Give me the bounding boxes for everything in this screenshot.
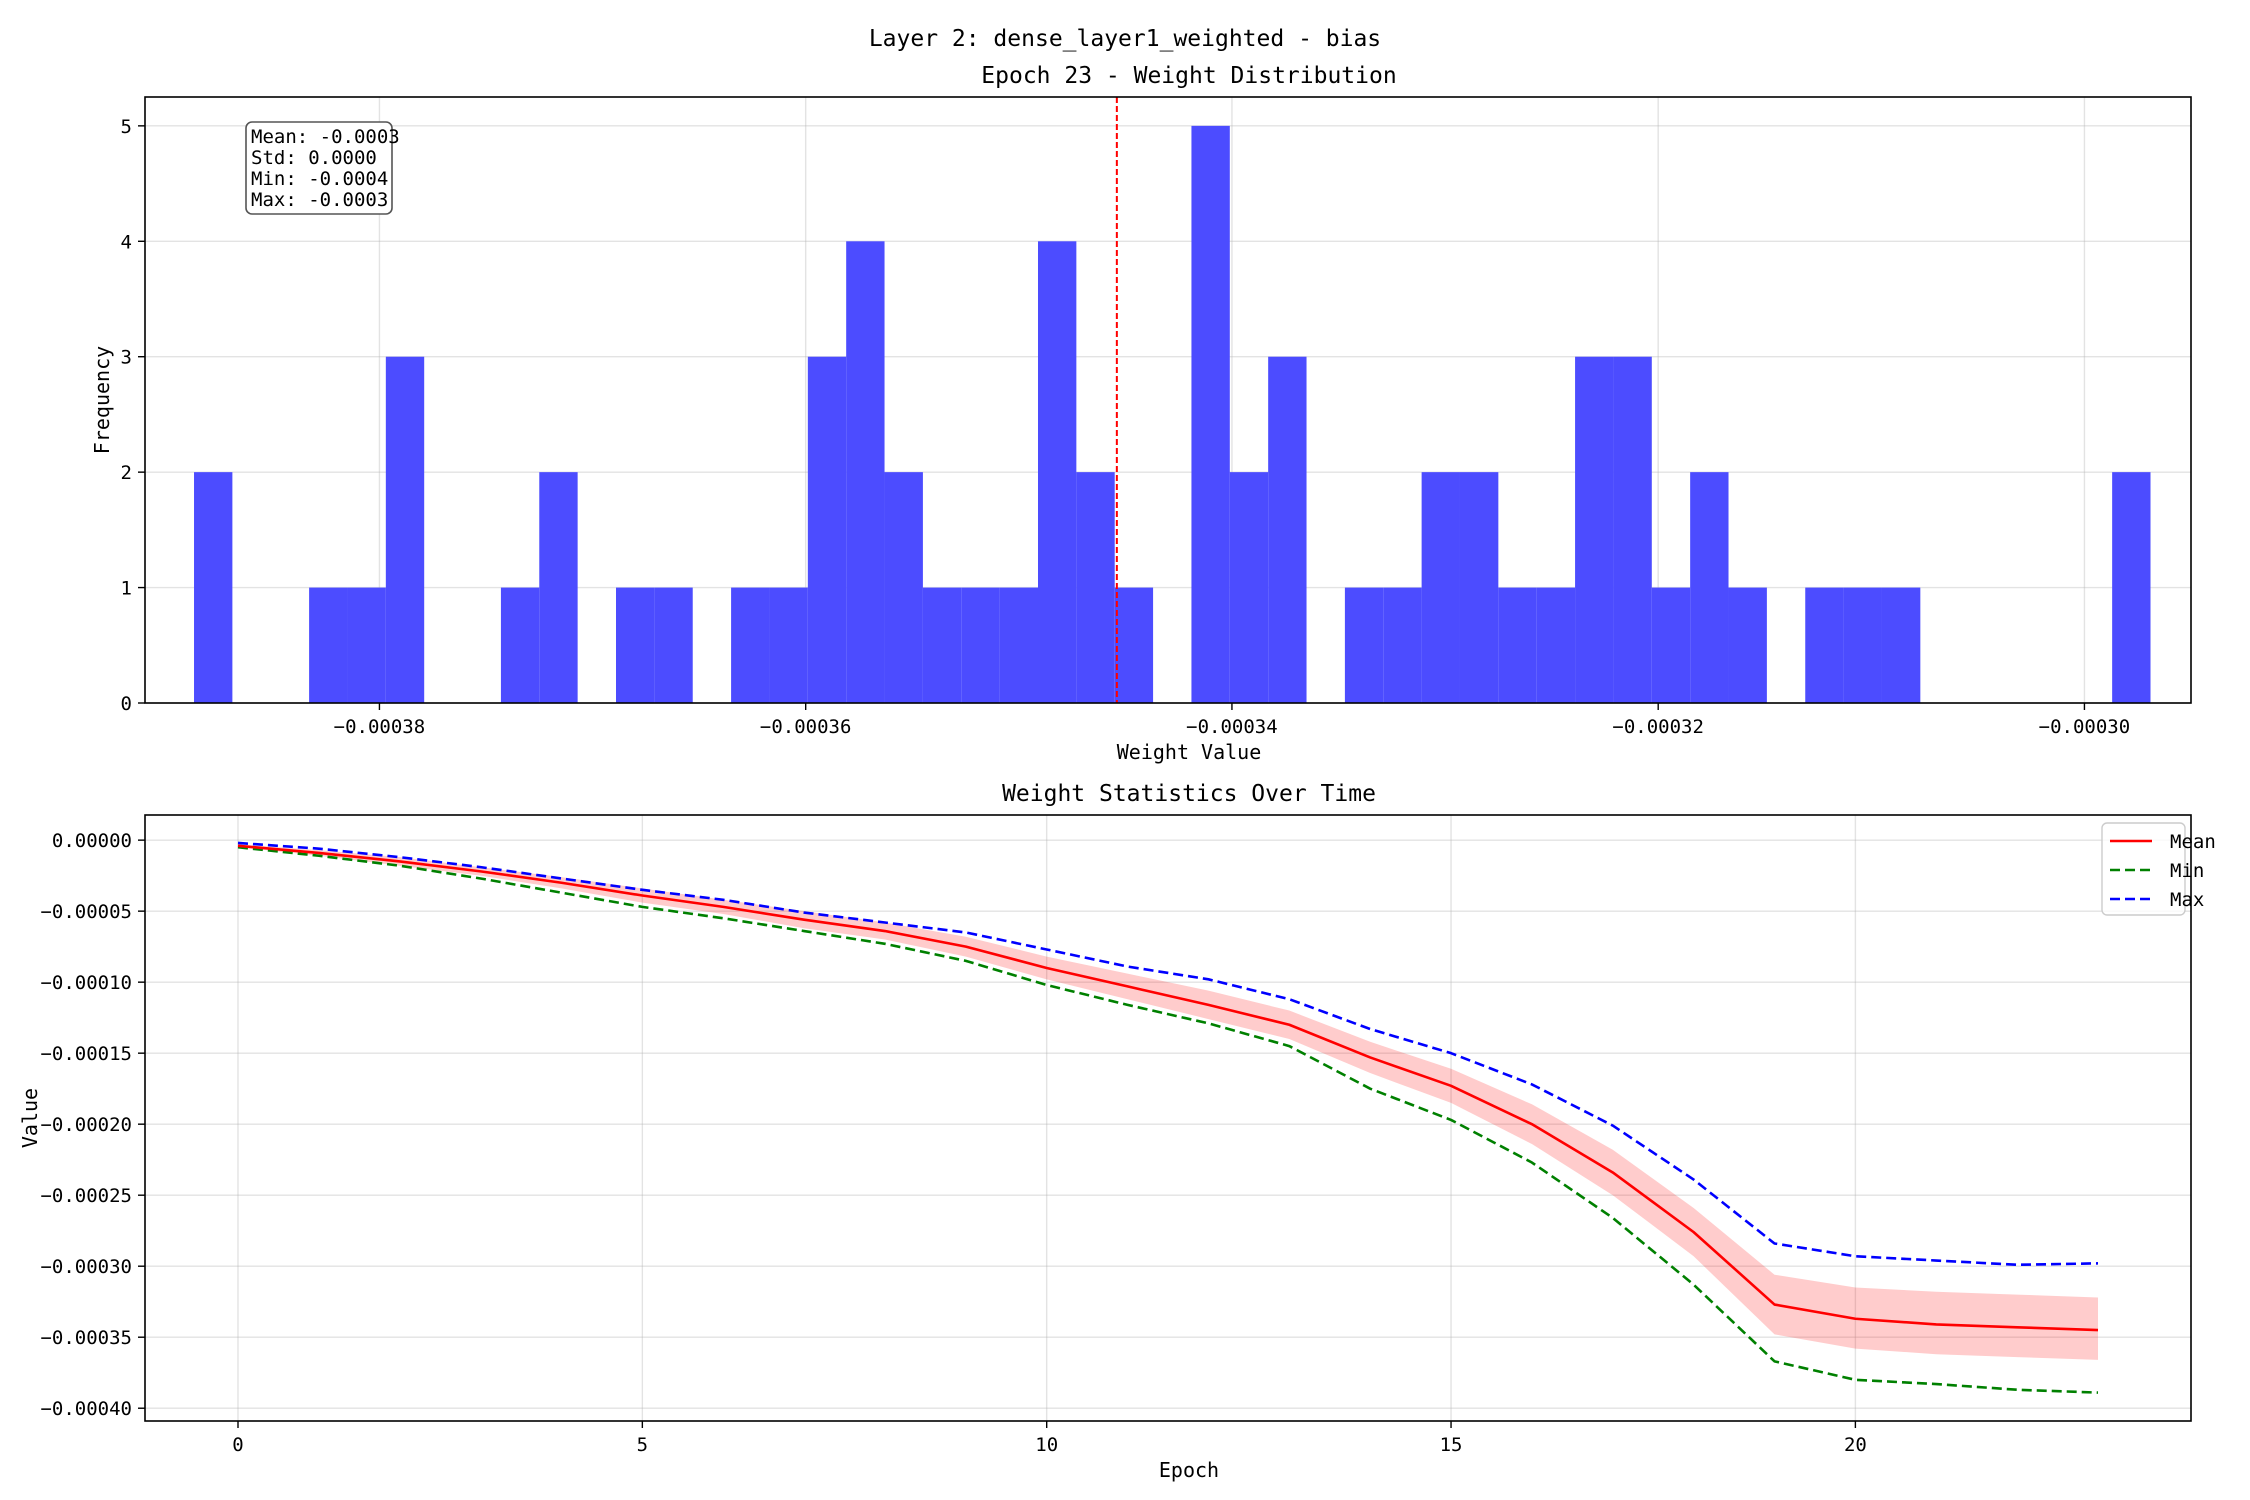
line-y-tick-label-1: −0.00005 bbox=[40, 901, 132, 923]
histogram-bar-29 bbox=[1613, 356, 1652, 703]
histogram-bar-5 bbox=[539, 472, 578, 703]
histogram-bar-24 bbox=[1421, 472, 1460, 703]
histogram-x-tick-label-3: −0.00032 bbox=[1612, 716, 1704, 738]
histogram-bar-36 bbox=[2112, 472, 2151, 703]
stats-mean: Mean: -0.0003 bbox=[251, 126, 400, 148]
histogram-y-tick-label-4: 4 bbox=[121, 231, 132, 253]
histogram-bar-19 bbox=[1191, 125, 1230, 704]
histogram-bar-22 bbox=[1344, 587, 1384, 703]
histogram-bar-9 bbox=[769, 587, 808, 703]
histogram-x-tick-label-0: −0.00038 bbox=[334, 716, 426, 738]
line-x-tick-label-2: 10 bbox=[1035, 1434, 1058, 1456]
line-y-tick-label-0: 0.00000 bbox=[52, 830, 132, 852]
stats-max: Max: -0.0003 bbox=[251, 189, 388, 211]
line-x-label: Epoch bbox=[1159, 1458, 1219, 1482]
histogram-bar-3 bbox=[385, 356, 425, 703]
line-x-tick-label-4: 20 bbox=[1844, 1434, 1867, 1456]
line-y-tick-label-8: −0.00040 bbox=[40, 1398, 132, 1420]
histogram-bar-34 bbox=[1843, 587, 1882, 703]
histogram-bar-7 bbox=[654, 587, 693, 703]
series-line-min bbox=[237, 845, 2099, 1394]
line-x-ticks: 0 5 10 15 20 bbox=[232, 1421, 1867, 1456]
histogram-bar-14 bbox=[961, 587, 1000, 703]
histogram-bar-21 bbox=[1268, 356, 1307, 703]
histogram-x-tick-label-1: −0.00036 bbox=[760, 716, 852, 738]
line-y-tick-label-3: −0.00015 bbox=[40, 1043, 132, 1065]
histogram-bar-32 bbox=[1728, 587, 1767, 703]
stats-min: Min: -0.0004 bbox=[251, 168, 388, 190]
line-axes-frame bbox=[144, 814, 2192, 1422]
histogram-bar-18 bbox=[1114, 587, 1154, 703]
line-y-tick-label-4: −0.00020 bbox=[40, 1114, 132, 1136]
histogram-bar-8 bbox=[731, 587, 770, 703]
histogram-bar-15 bbox=[999, 587, 1038, 703]
figure-suptitle: Layer 2: dense_layer1_weighted - bias bbox=[869, 26, 1381, 52]
histogram-bar-0 bbox=[194, 472, 233, 703]
histogram-y-tick-label-5: 5 bbox=[121, 116, 132, 138]
histogram-bar-25 bbox=[1459, 472, 1499, 703]
histogram-y-tick-label-2: 2 bbox=[121, 462, 132, 484]
legend-label-min: Min bbox=[2170, 860, 2204, 882]
histogram-x-label: Weight Value bbox=[1117, 740, 1262, 764]
histogram-bar-27 bbox=[1536, 587, 1576, 703]
line-legend: Mean Min Max bbox=[2101, 822, 2216, 916]
histogram-y-label: Frequency bbox=[90, 346, 114, 454]
histogram-bar-31 bbox=[1690, 472, 1729, 703]
line-series bbox=[237, 841, 2099, 1394]
line-y-tick-label-5: −0.00025 bbox=[40, 1185, 132, 1207]
histogram-bar-23 bbox=[1383, 587, 1422, 703]
histogram-bar-13 bbox=[922, 587, 962, 703]
histogram-bar-28 bbox=[1575, 356, 1614, 703]
line-grid bbox=[145, 815, 2191, 1421]
stats-box-frame bbox=[245, 121, 393, 215]
histogram-bar-20 bbox=[1229, 472, 1269, 703]
histogram-x-tick-label-4: −0.00030 bbox=[2039, 716, 2131, 738]
line-x-tick-label-1: 5 bbox=[637, 1434, 648, 1456]
line-y-tick-label-2: −0.00010 bbox=[40, 972, 132, 994]
line-y-tick-label-6: −0.00030 bbox=[40, 1256, 132, 1278]
histogram-axes-frame bbox=[144, 96, 2192, 704]
line-panel: Weight Statistics Over Time 0 5 10 15 20 0.0… bbox=[18, 781, 2216, 1482]
histogram-bar-35 bbox=[1881, 587, 1921, 703]
histogram-y-tick-label-1: 1 bbox=[121, 578, 132, 600]
line-title: Weight Statistics Over Time bbox=[1002, 781, 1376, 807]
histogram-bar-33 bbox=[1805, 587, 1844, 703]
histogram-y-ticks: 0 1 2 3 4 5 bbox=[121, 116, 145, 715]
legend-label-mean: Mean bbox=[2170, 831, 2216, 853]
line-y-ticks: 0.00000 −0.00005 −0.00010 −0.00015 −0.00020 −… bbox=[40, 830, 145, 1420]
histogram-title: Epoch 23 - Weight Distribution bbox=[981, 63, 1396, 89]
line-y-tick-label-7: −0.00035 bbox=[40, 1327, 132, 1349]
histogram-bar-16 bbox=[1037, 241, 1077, 704]
histogram-bar-2 bbox=[347, 587, 386, 703]
histogram-bar-4 bbox=[500, 587, 540, 703]
histogram-y-tick-label-0: 0 bbox=[121, 693, 132, 715]
stats-std: Std: 0.0000 bbox=[251, 147, 377, 169]
histogram-bars bbox=[194, 125, 2151, 704]
histogram-bar-17 bbox=[1076, 472, 1115, 703]
histogram-bar-11 bbox=[846, 241, 885, 704]
histogram-bar-6 bbox=[616, 587, 655, 703]
line-x-tick-label-0: 0 bbox=[232, 1434, 243, 1456]
histogram-bar-26 bbox=[1498, 587, 1537, 703]
series-line-max bbox=[237, 841, 2099, 1267]
histogram-x-ticks: −0.00038 −0.00036 −0.00034 −0.00032 −0.00030 bbox=[334, 703, 2131, 738]
legend-label-max: Max bbox=[2170, 889, 2204, 911]
mean-std-band bbox=[238, 844, 2098, 1360]
histogram-bar-10 bbox=[807, 356, 847, 703]
histogram-panel: Epoch 23 - Weight Distribution −0.00038−… bbox=[90, 63, 2192, 764]
histogram-bar-30 bbox=[1651, 587, 1691, 703]
line-x-tick-label-3: 15 bbox=[1440, 1434, 1463, 1456]
histogram-y-tick-label-3: 3 bbox=[121, 347, 132, 369]
histogram-bar-1 bbox=[309, 587, 348, 703]
series-line-mean bbox=[237, 844, 2099, 1332]
line-y-label: Value bbox=[18, 1088, 42, 1148]
histogram-x-tick-label-2: −0.00034 bbox=[1186, 716, 1278, 738]
stats-box: Mean: -0.0003 Std: 0.0000 Min: -0.0004 M… bbox=[245, 121, 400, 215]
histogram-bar-12 bbox=[884, 472, 923, 703]
